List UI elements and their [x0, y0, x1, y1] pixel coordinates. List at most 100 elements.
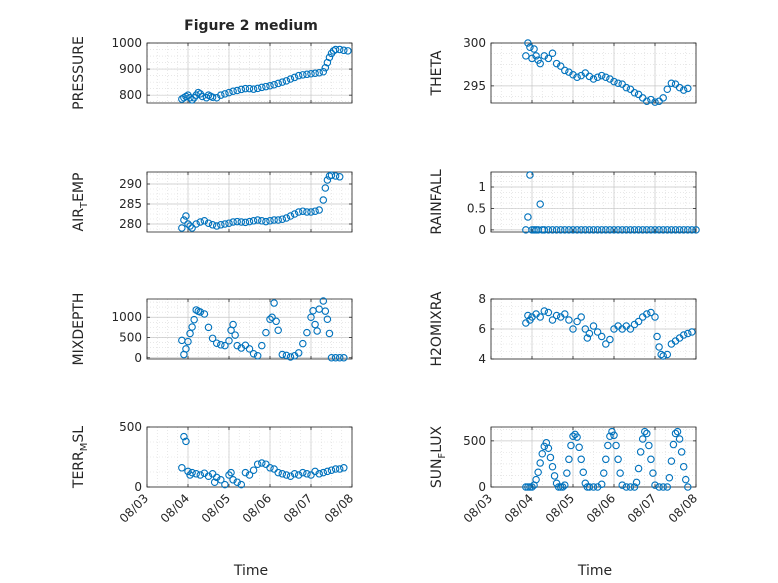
data-point — [286, 75, 295, 83]
data-point — [599, 469, 608, 477]
data-point — [524, 39, 532, 47]
data-point — [217, 91, 225, 99]
data-point — [184, 467, 192, 476]
data-point — [526, 483, 534, 491]
data-point — [612, 441, 620, 450]
y-tick-label: 6 — [478, 322, 486, 336]
data-point — [585, 483, 594, 491]
data-point — [278, 78, 287, 86]
data-point — [321, 184, 330, 192]
data-point — [684, 84, 692, 93]
data-point — [311, 207, 319, 215]
data-point — [552, 226, 561, 234]
y-axis-label: MIXDEPTH — [71, 293, 87, 366]
data-point — [573, 73, 581, 82]
data-point — [602, 340, 610, 348]
data-point — [630, 483, 639, 491]
data-point — [681, 475, 690, 484]
data-point — [253, 216, 262, 224]
data-point — [532, 475, 540, 484]
data-point — [217, 476, 225, 484]
data-point — [315, 470, 323, 478]
data-point — [569, 325, 577, 333]
data-point — [647, 455, 655, 464]
data-point — [327, 171, 336, 179]
data-point — [622, 226, 631, 234]
y-tick-label: 0 — [134, 480, 142, 494]
data-point — [311, 467, 319, 476]
data-point — [217, 341, 225, 349]
data-point — [208, 93, 217, 102]
y-tick-label: 280 — [119, 217, 142, 231]
data-point — [679, 86, 688, 94]
data-point — [643, 310, 651, 318]
data-point — [233, 217, 241, 226]
data-point — [249, 349, 258, 358]
data-point — [294, 208, 303, 216]
data-point — [196, 308, 205, 316]
x-axis-label-left: Time — [233, 563, 268, 579]
data-point — [610, 77, 618, 86]
data-point — [331, 465, 340, 473]
data-point — [610, 431, 618, 440]
data-point — [577, 313, 585, 321]
data-point — [331, 172, 340, 180]
data-point — [684, 483, 692, 491]
data-point — [577, 226, 585, 234]
data-point — [327, 354, 336, 362]
data-point — [651, 226, 659, 234]
data-point — [268, 313, 276, 321]
data-point — [294, 71, 303, 80]
data-point — [589, 75, 598, 83]
data-point — [536, 200, 544, 208]
figure-title: Figure 2 medium — [184, 18, 318, 34]
data-point — [182, 437, 190, 446]
data-point — [552, 311, 561, 320]
y-tick-label: 8 — [478, 292, 486, 306]
data-point — [311, 320, 319, 329]
data-point — [299, 71, 307, 79]
data-point — [245, 217, 254, 226]
data-point — [634, 464, 643, 473]
data-point — [671, 429, 680, 438]
data-point — [606, 432, 614, 440]
data-point — [282, 351, 291, 360]
data-point — [182, 92, 190, 101]
data-point — [616, 469, 624, 477]
data-point — [315, 68, 323, 77]
axes-box — [490, 42, 697, 104]
data-point — [630, 88, 639, 97]
data-point — [303, 208, 311, 216]
subplot-air_temp: 280 285 290 AIRTEMP — [71, 171, 353, 233]
data-point — [651, 98, 659, 106]
data-point — [237, 480, 246, 489]
data-point — [655, 343, 663, 351]
y-axis-label: THETA — [429, 50, 445, 96]
data-point — [618, 481, 626, 489]
data-point — [204, 472, 213, 480]
data-point — [561, 310, 569, 318]
data-point — [643, 226, 651, 234]
data-point — [593, 328, 602, 336]
data-point — [340, 354, 348, 362]
data-point — [274, 216, 282, 224]
y-tick-label: 300 — [463, 36, 486, 50]
data-point — [673, 427, 682, 436]
data-point — [245, 471, 254, 479]
data-point — [556, 226, 565, 234]
data-point — [667, 226, 676, 234]
data-point — [229, 218, 237, 226]
data-point — [565, 455, 573, 464]
data-point — [331, 45, 340, 54]
data-point — [262, 82, 270, 91]
data-point — [186, 329, 194, 338]
data-point — [589, 483, 598, 491]
data-point — [319, 196, 328, 204]
data-point — [647, 226, 655, 234]
data-point — [602, 226, 610, 234]
data-point — [546, 453, 555, 462]
data-point — [266, 217, 274, 225]
y-tick-label: 295 — [463, 79, 486, 93]
data-point — [585, 329, 594, 338]
